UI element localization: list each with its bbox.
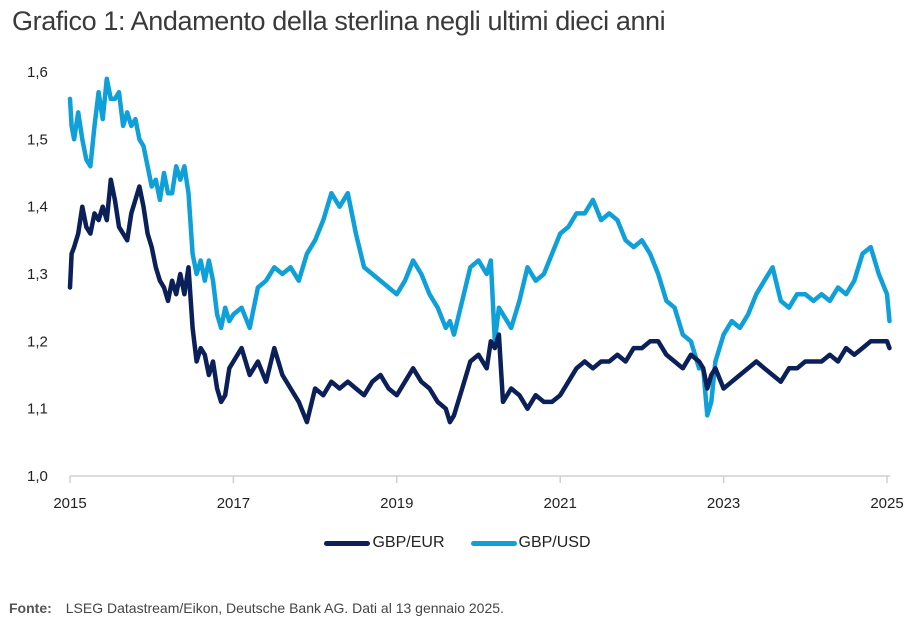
x-tick-label: 2019 [380, 495, 413, 512]
y-tick-label: 1,5 [27, 131, 48, 148]
x-tick-label: 2025 [870, 495, 903, 512]
legend-swatch-gbp-usd [470, 540, 517, 546]
source-label: Fonte: [9, 600, 52, 616]
x-tick-label: 2021 [544, 495, 577, 512]
y-tick-label: 1,3 [27, 266, 48, 283]
x-tick-label: 2017 [217, 495, 250, 512]
y-tick-label: 1,0 [27, 468, 48, 485]
x-axis: 2015 2017 2019 2021 2023 2025 [53, 475, 904, 512]
legend: GBP/EUR GBP/USD [0, 534, 915, 552]
x-tick-label: 2015 [53, 495, 86, 512]
series-layer [67, 76, 892, 425]
legend-item-gbp-eur: GBP/EUR [324, 534, 445, 552]
y-tick-label: 1,2 [27, 333, 48, 350]
legend-swatch-gbp-eur [324, 540, 371, 546]
chart-title: Grafico 1: Andamento della sterlina negl… [12, 6, 666, 36]
legend-item-gbp-usd: GBP/USD [470, 534, 591, 552]
x-tick-label: 2023 [707, 495, 740, 512]
legend-label-gbp-usd: GBP/USD [518, 534, 591, 551]
source-text: LSEG Datastream/Eikon, Deutsche Bank AG.… [65, 600, 504, 616]
y-tick-label: 1,1 [27, 401, 48, 418]
y-axis: 1,0 1,1 1,2 1,3 1,4 1,5 1,6 [27, 64, 48, 485]
source-note: Fonte: LSEG Datastream/Eikon, Deutsche Ba… [9, 600, 504, 616]
legend-label-gbp-eur: GBP/EUR [372, 534, 445, 551]
y-tick-label: 1,4 [27, 199, 48, 216]
line-chart: 1,01,11,21,31,41,51,6 2015 2017 2019 2021 20… [27, 64, 904, 512]
series-line-gbp-eur [67, 177, 892, 425]
series-line-gbp-usd [67, 76, 892, 418]
y-tick-label: 1,6 [27, 64, 48, 81]
